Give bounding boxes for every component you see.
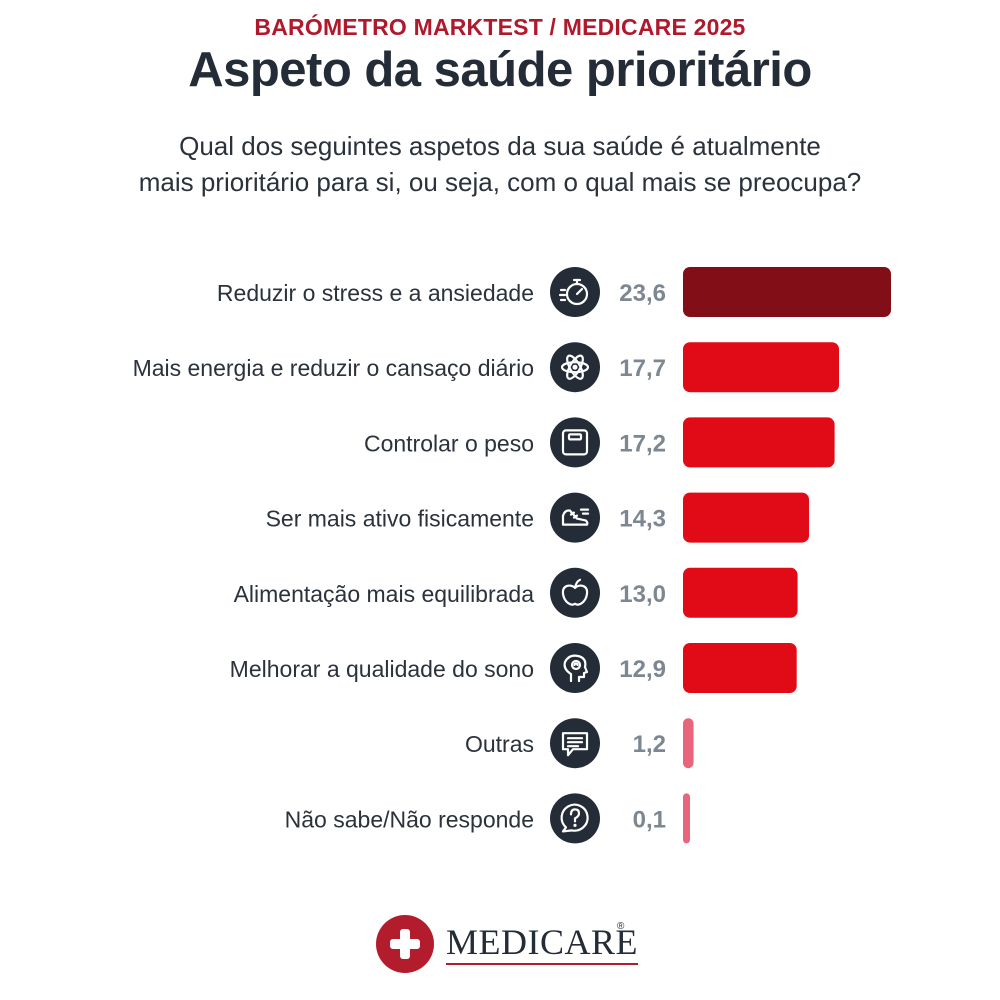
- question-line-1: Qual dos seguintes aspetos da sua saúde …: [179, 131, 821, 161]
- category-label: Ser mais ativo fisicamente: [266, 506, 534, 532]
- page-title: Aspeto da saúde prioritário: [188, 43, 812, 97]
- chart-row: Controlar o peso 17,2: [364, 417, 835, 468]
- category-label: Melhorar a qualidade do sono: [230, 656, 534, 682]
- category-label: Outras: [465, 731, 534, 757]
- bar: [683, 492, 810, 543]
- bar: [683, 567, 798, 618]
- stopwatch-icon: [550, 267, 600, 317]
- category-label: Não sabe/Não responde: [285, 806, 534, 832]
- question-text: Qual dos seguintes aspetos da sua saúde …: [0, 128, 1000, 200]
- chart-row: Melhorar a qualidade do sono 12,9: [230, 643, 797, 693]
- category-label: Reduzir o stress e a ansiedade: [217, 280, 534, 306]
- value-label: 12,9: [619, 656, 666, 683]
- value-label: 17,7: [619, 355, 666, 382]
- registered-mark: ®: [617, 921, 625, 932]
- category-label: Alimentação mais equilibrada: [234, 581, 535, 607]
- category-label: Mais energia e reduzir o cansaço diário: [133, 355, 534, 381]
- atom-icon: [550, 342, 600, 393]
- bar: [683, 718, 694, 769]
- chart-row: Alimentação mais equilibrada 13,0: [234, 567, 798, 618]
- scale-icon: [550, 417, 600, 468]
- chart-row: Não sabe/Não responde 0,1: [285, 793, 690, 844]
- medical-cross-icon: [376, 915, 434, 973]
- chart-row: Mais energia e reduzir o cansaço diário 1…: [133, 342, 839, 393]
- head-mind-icon: [550, 643, 600, 693]
- question-line-2: mais prioritário para si, ou seja, com o…: [138, 167, 862, 197]
- value-label: 23,6: [619, 280, 666, 307]
- apple-icon: [550, 567, 600, 618]
- value-label: 17,2: [619, 430, 666, 457]
- bar: [683, 342, 839, 393]
- bar: [683, 267, 891, 317]
- value-label: 1,2: [633, 731, 666, 758]
- chat-icon: [550, 718, 600, 769]
- chart-row: Reduzir o stress e a ansiedade 23,6: [217, 267, 891, 317]
- value-label: 14,3: [619, 506, 666, 533]
- value-label: 13,0: [619, 581, 666, 608]
- chart-row: Ser mais ativo fisicamente 14,3: [266, 492, 810, 543]
- chart-row: Outras 1,2: [465, 718, 694, 769]
- value-label: 0,1: [633, 806, 666, 833]
- kicker-text: BARÓMETRO MARKTEST / MEDICARE 2025: [254, 14, 746, 40]
- brand-logo: MEDICARE ®: [0, 912, 1000, 976]
- question-bubble-icon: [550, 793, 600, 844]
- bar: [683, 417, 835, 468]
- bar: [683, 793, 690, 844]
- sneaker-icon: [550, 492, 600, 543]
- bar: [683, 643, 797, 693]
- category-label: Controlar o peso: [364, 430, 534, 456]
- brand-wordmark: MEDICARE: [446, 922, 638, 965]
